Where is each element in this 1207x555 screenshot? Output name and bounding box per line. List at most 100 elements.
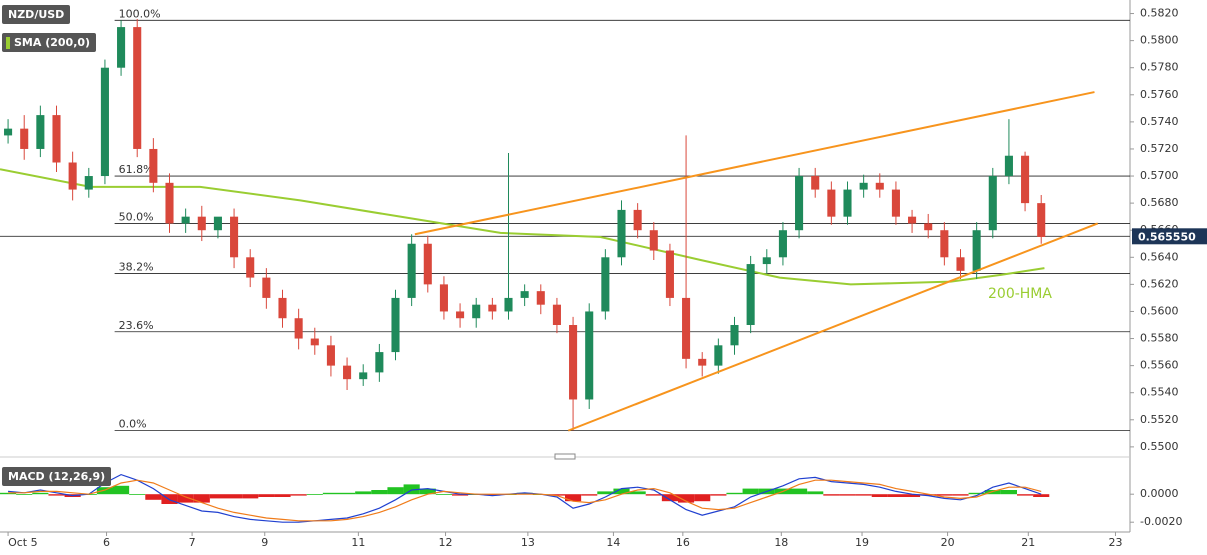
macd-histogram-bar: [113, 485, 130, 495]
macd-histogram-bar: [145, 494, 162, 500]
hma-line: [0, 168, 1045, 286]
x-tick-label: Oct 5: [8, 536, 38, 549]
macd-histogram-bar: [548, 494, 565, 496]
macd-histogram-bar: [791, 488, 808, 495]
macd-histogram-bar: [1033, 494, 1050, 497]
candle-body: [1004, 155, 1013, 177]
candle-body: [439, 284, 448, 312]
signal-line: [8, 479, 1042, 522]
candle-body: [456, 311, 465, 319]
candle-body: [924, 223, 933, 231]
macd-histogram-bar: [290, 494, 307, 496]
candle-body: [778, 230, 787, 258]
y-tick-label: 0.5600: [1140, 304, 1179, 317]
x-tick-label: 16: [676, 536, 690, 549]
candle-body: [117, 27, 126, 68]
candle-body: [1021, 155, 1030, 204]
candle-body: [569, 325, 578, 400]
macd-histogram-bar: [581, 494, 598, 496]
macd-histogram-bar: [887, 494, 904, 497]
x-tick-label: 11: [351, 536, 365, 549]
macd-histogram-bar: [258, 494, 275, 497]
y-tick-label: -0.0020: [1140, 515, 1182, 528]
candle-body: [988, 176, 997, 231]
y-tick-label: 0.5540: [1140, 386, 1179, 399]
macd-histogram-bar: [742, 488, 759, 495]
macd-histogram-bar: [48, 494, 65, 496]
candle-body: [407, 243, 416, 298]
fib-label: 23.6%: [119, 319, 154, 332]
candle-body: [165, 182, 174, 224]
macd-histogram-bar: [629, 491, 646, 495]
hma-label: 200-HMA: [988, 286, 1052, 302]
macd-histogram-bar: [274, 494, 291, 497]
candle-body: [213, 216, 222, 231]
sma-legend: SMA (200,0): [2, 33, 97, 52]
candle-body: [746, 264, 755, 325]
macd-histogram-bar: [710, 494, 727, 496]
x-tick-label: 21: [1021, 536, 1035, 549]
x-tick-label: 14: [606, 536, 620, 549]
candle-body: [617, 209, 626, 258]
trendline: [567, 222, 1099, 432]
x-tick-label: 19: [855, 536, 869, 549]
macd-histogram-bar: [355, 491, 372, 495]
y-tick-label: 0.5760: [1140, 88, 1179, 101]
macd-histogram-bar: [322, 492, 339, 495]
x-tick-label: 13: [521, 536, 535, 549]
candle-body: [472, 304, 481, 319]
macd-histogram-bar: [403, 484, 420, 495]
y-tick-label: 0.5720: [1140, 142, 1179, 155]
macd-histogram-bar: [968, 492, 985, 495]
fib-label: 61.8%: [119, 163, 154, 176]
macd-histogram-bar: [226, 494, 243, 499]
macd-histogram-bar: [96, 487, 113, 495]
candle-body: [795, 176, 804, 231]
candle-body: [504, 297, 513, 312]
candle-body: [1037, 203, 1046, 237]
candle-body: [278, 297, 287, 319]
y-tick-label: 0.5800: [1140, 34, 1179, 47]
candle-body: [20, 128, 29, 149]
x-tick-label: 18: [774, 536, 788, 549]
candle-body: [84, 176, 93, 190]
macd-histogram-bar: [984, 490, 1001, 495]
candle-body: [908, 216, 917, 224]
macd-histogram-bar: [839, 494, 856, 496]
candle-body: [181, 216, 190, 224]
y-tick-label: 0.5620: [1140, 277, 1179, 290]
candle-body: [972, 230, 981, 271]
candle-body: [601, 257, 610, 312]
macd-histogram-bar: [306, 494, 323, 495]
macd-histogram-bar: [177, 494, 194, 503]
fib-label: 38.2%: [119, 261, 154, 274]
candle-body: [682, 297, 691, 359]
candle-body: [230, 216, 239, 258]
y-tick-label: 0.5680: [1140, 196, 1179, 209]
macd-histogram-bar: [613, 488, 630, 495]
candle-body: [149, 148, 158, 183]
macd-histogram-bar: [936, 494, 953, 496]
macd-histogram-bar: [597, 491, 614, 495]
trendline: [414, 91, 1095, 236]
macd-histogram-bar: [678, 494, 695, 503]
y-tick-label: 0.5580: [1140, 332, 1179, 345]
macd-histogram-bar: [807, 491, 824, 495]
candle-body: [197, 216, 206, 231]
symbol-legend: NZD/USD: [2, 5, 71, 24]
candle-body: [310, 338, 319, 346]
candle-body: [714, 345, 723, 366]
candle-body: [827, 189, 836, 217]
candle-body: [375, 352, 384, 373]
macd-histogram-bar: [129, 494, 146, 495]
macd-histogram-bar: [904, 494, 921, 497]
candle-body: [698, 358, 707, 366]
x-tick-label: 12: [439, 536, 453, 549]
candle-body: [4, 128, 13, 136]
y-tick-label: 0.5820: [1140, 7, 1179, 20]
macd-legend: MACD (12,26,9): [2, 467, 112, 486]
macd-histogram-bar: [1017, 494, 1034, 496]
macd-histogram-bar: [920, 494, 937, 496]
